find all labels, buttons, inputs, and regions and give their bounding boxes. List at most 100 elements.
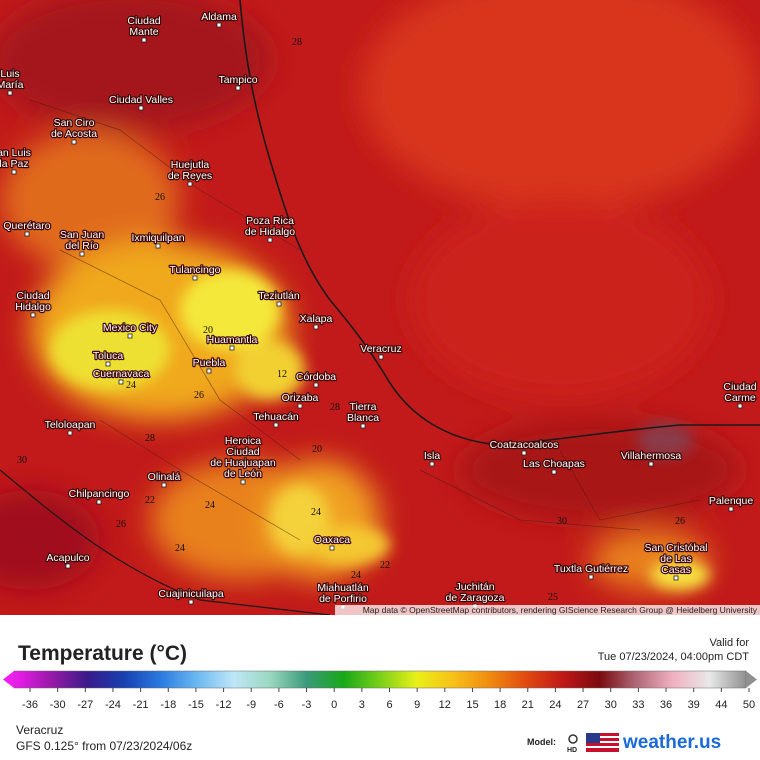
place-label: Miahuatlán bbox=[317, 582, 369, 594]
tick-label: 50 bbox=[743, 699, 755, 711]
place-label: de Reyes bbox=[168, 170, 212, 182]
tick-label: 9 bbox=[414, 699, 420, 711]
place-marker bbox=[188, 599, 194, 605]
contour-label: 28 bbox=[145, 433, 155, 444]
place-marker bbox=[155, 243, 161, 249]
tick-label: 33 bbox=[632, 699, 644, 711]
place-label: Ciudad bbox=[226, 446, 259, 458]
place-marker bbox=[71, 139, 77, 145]
place-marker bbox=[7, 90, 13, 96]
place-marker bbox=[240, 479, 246, 485]
place-marker bbox=[360, 423, 366, 429]
model-run: GFS 0.125° from 07/23/2024/06z bbox=[16, 739, 192, 753]
place-label: de León bbox=[224, 468, 262, 480]
contour-label: 26 bbox=[675, 516, 685, 527]
place-label: Hidalgo bbox=[15, 301, 51, 313]
place-marker bbox=[192, 275, 198, 281]
place-label: Tulancingo bbox=[170, 264, 221, 276]
attribution: Map data © OpenStreetMap contributors, r… bbox=[363, 605, 758, 615]
place-label: Acapulco bbox=[46, 552, 89, 564]
place-marker bbox=[187, 181, 193, 187]
tick-label: 18 bbox=[494, 699, 506, 711]
place-marker bbox=[30, 312, 36, 318]
place-label: Olinalá bbox=[148, 471, 181, 483]
place-marker bbox=[313, 382, 319, 388]
contour-label: 24 bbox=[175, 543, 185, 554]
place-label: Palenque bbox=[709, 495, 754, 507]
place-label: Cuajinicuilapa bbox=[158, 588, 224, 600]
tick-label: -24 bbox=[105, 699, 121, 711]
place-label: de Acosta bbox=[51, 128, 97, 140]
tick-label: 30 bbox=[605, 699, 617, 711]
contour-label: 24 bbox=[205, 500, 215, 511]
place-marker bbox=[297, 403, 303, 409]
contour-label: 28 bbox=[330, 402, 340, 413]
model-label: Model: bbox=[527, 737, 556, 747]
tick-label: -15 bbox=[188, 699, 204, 711]
tick-label: -30 bbox=[50, 699, 66, 711]
model-badge: HD bbox=[567, 747, 577, 754]
place-label: de Hidalgo bbox=[245, 226, 295, 238]
valid-time: Tue 07/23/2024, 04:00pm CDT bbox=[598, 651, 750, 663]
place-label: San Juan bbox=[60, 229, 105, 241]
contour-label: 26 bbox=[155, 192, 165, 203]
place-label: Carme bbox=[724, 392, 756, 404]
place-marker bbox=[67, 430, 73, 436]
tick-label: -12 bbox=[216, 699, 232, 711]
valid-label: Valid for bbox=[709, 637, 749, 649]
place-label: Casas bbox=[661, 564, 691, 576]
place-label: San Ciro bbox=[54, 117, 95, 129]
place-label: Toluca bbox=[93, 350, 124, 362]
place-marker bbox=[329, 545, 335, 551]
tick-label: 39 bbox=[688, 699, 700, 711]
place-marker bbox=[65, 563, 71, 569]
place-marker bbox=[24, 231, 30, 237]
place-label: an Luis bbox=[0, 147, 31, 159]
color-bar: -36 -30 -27 -24 -21 -18 -15 -12 -9 -6 -3 0 3 6 9 12 15 18… bbox=[3, 670, 757, 711]
contour-label: 26 bbox=[194, 390, 204, 401]
place-label: Oaxaca bbox=[314, 534, 350, 546]
place-label: de Huajuapan bbox=[210, 457, 276, 469]
magnifier-icon bbox=[568, 734, 578, 744]
place-marker bbox=[588, 574, 594, 580]
place-label: Teloloapan bbox=[45, 419, 96, 431]
tick-label: 24 bbox=[549, 699, 561, 711]
tick-label: 15 bbox=[466, 699, 478, 711]
place-marker bbox=[161, 482, 167, 488]
place-label: de Zaragoza bbox=[446, 592, 505, 604]
contour-label: 22 bbox=[145, 495, 155, 506]
place-label: Ciudad Valles bbox=[109, 94, 173, 106]
contour-label: 20 bbox=[203, 325, 213, 336]
place-marker bbox=[276, 301, 282, 307]
place-label: Orizaba bbox=[282, 392, 319, 404]
place-label: de Las bbox=[660, 553, 692, 565]
tick-label: 0 bbox=[331, 699, 337, 711]
place-marker bbox=[11, 169, 17, 175]
contour-label: 25 bbox=[548, 592, 558, 603]
tick-label: 36 bbox=[660, 699, 672, 711]
place-label: San Cristóbal bbox=[644, 542, 707, 554]
brand[interactable]: weather.us bbox=[622, 732, 721, 753]
tick-label: 44 bbox=[715, 699, 727, 711]
place-label: de Porfirio bbox=[319, 593, 367, 605]
place-label: la Paz bbox=[0, 158, 29, 170]
place-label: Villahermosa bbox=[621, 450, 682, 462]
tick-label: 6 bbox=[386, 699, 392, 711]
place-label: Ciudad bbox=[16, 290, 49, 302]
location: Veracruz bbox=[16, 723, 63, 737]
tick-label: 12 bbox=[439, 699, 451, 711]
contour-label: 24 bbox=[351, 570, 361, 581]
place-marker bbox=[235, 85, 241, 91]
place-marker bbox=[216, 22, 222, 28]
tick-label: -18 bbox=[160, 699, 176, 711]
contour-label: 24 bbox=[311, 507, 321, 518]
place-label: Tehuacán bbox=[253, 411, 299, 423]
contour-label: 28 bbox=[292, 37, 302, 48]
tick-label: -36 bbox=[22, 699, 38, 711]
place-label: Mante bbox=[129, 26, 158, 38]
place-label: Teziutlán bbox=[258, 290, 300, 302]
place-label: Huamantla bbox=[207, 334, 258, 346]
